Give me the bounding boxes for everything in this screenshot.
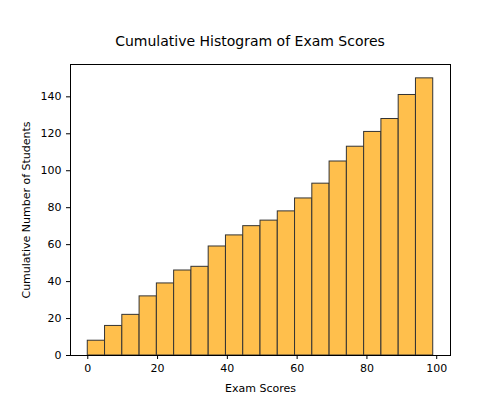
- svg-text:60: 60: [290, 362, 304, 375]
- svg-text:Cumulative Number of Students: Cumulative Number of Students: [20, 121, 33, 298]
- svg-text:20: 20: [48, 312, 62, 325]
- svg-text:80: 80: [360, 362, 374, 375]
- svg-text:40: 40: [48, 275, 62, 288]
- svg-text:40: 40: [220, 362, 234, 375]
- html-text:Cumulative Histogram of Exam S: Cumulative Histogram of Exam Scores: [115, 33, 385, 49]
- svg-text:0: 0: [55, 349, 62, 362]
- svg-text:60: 60: [48, 238, 62, 251]
- svg-text:80: 80: [48, 201, 62, 214]
- svg-text:100: 100: [41, 164, 62, 177]
- svg-text:20: 20: [151, 362, 165, 375]
- svg-text:140: 140: [41, 90, 62, 103]
- svg-text:0: 0: [84, 362, 91, 375]
- svg-text:100: 100: [426, 362, 447, 375]
- svg-text:120: 120: [41, 127, 62, 140]
- svg-text:Exam Scores: Exam Scores: [225, 382, 296, 395]
